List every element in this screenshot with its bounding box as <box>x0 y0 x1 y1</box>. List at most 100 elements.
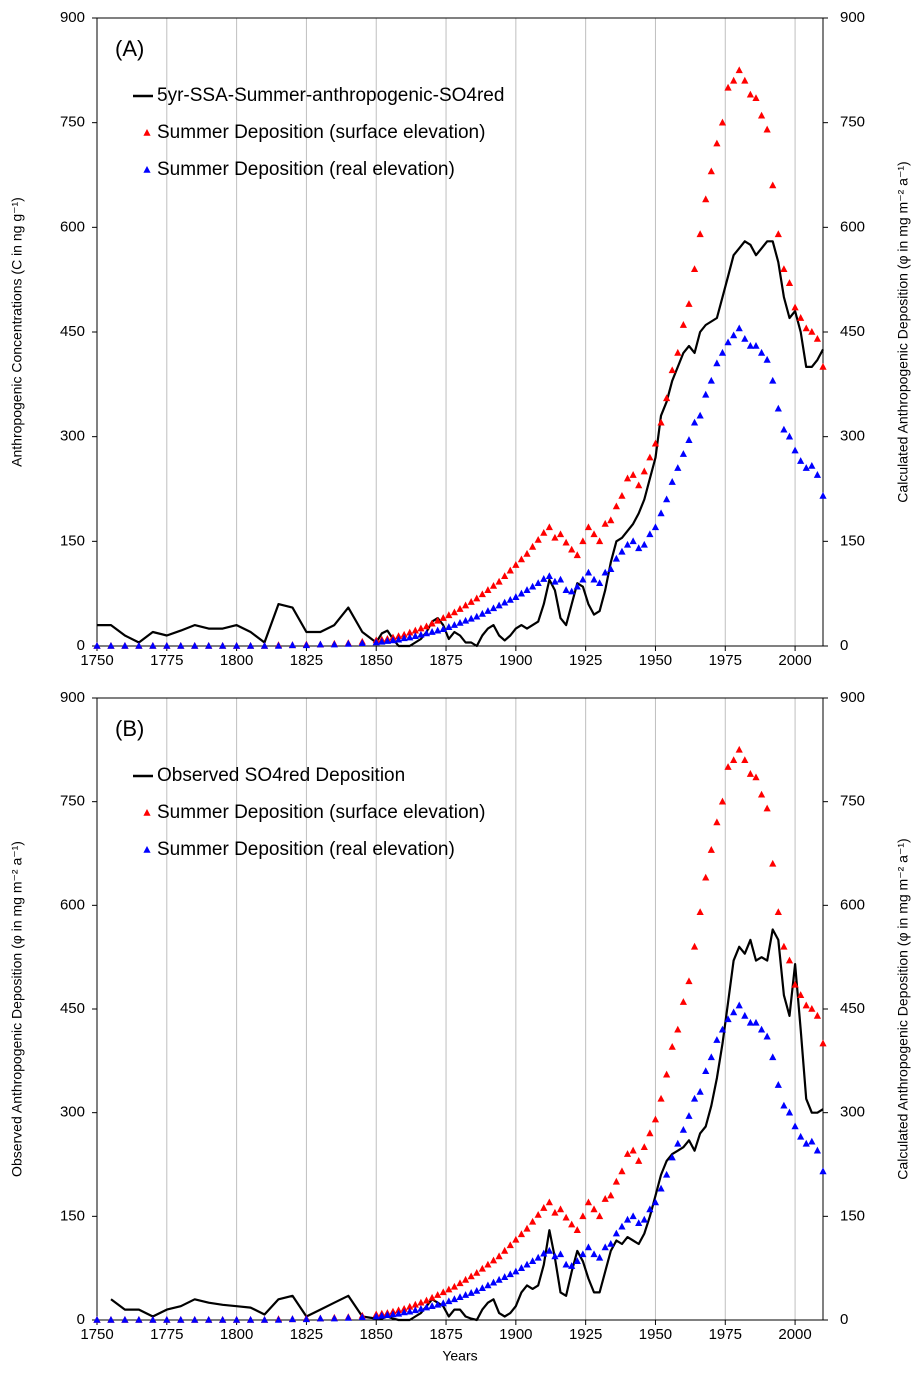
data-point <box>439 614 447 621</box>
data-point <box>495 1275 503 1283</box>
data-point <box>274 1316 283 1323</box>
data-point <box>579 537 587 545</box>
data-point <box>657 1184 665 1192</box>
data-point <box>785 432 794 440</box>
data-point <box>584 1243 593 1251</box>
data-point <box>763 355 771 363</box>
data-point <box>517 589 526 597</box>
data-point <box>808 1005 816 1012</box>
data-point <box>623 540 632 548</box>
data-point <box>635 544 643 552</box>
data-point <box>707 1053 715 1061</box>
data-point <box>512 1267 520 1275</box>
data-point <box>679 321 687 328</box>
data-point <box>523 1260 531 1268</box>
data-point <box>177 1316 185 1323</box>
data-point <box>685 436 693 443</box>
data-point <box>657 509 665 517</box>
data-point <box>774 1081 782 1088</box>
legend-label: Summer Deposition (real elevation) <box>157 159 455 180</box>
data-point <box>205 1316 213 1323</box>
data-point <box>523 1224 531 1232</box>
data-point <box>556 1205 565 1213</box>
data-point <box>191 642 199 649</box>
y2-tick-label: 600 <box>840 896 865 913</box>
data-point <box>302 641 311 649</box>
data-point <box>752 94 760 102</box>
data-point <box>696 230 704 238</box>
x-tick-label: 1775 <box>150 1326 183 1343</box>
data-point <box>512 1235 520 1243</box>
data-point <box>612 1229 620 1237</box>
data-point <box>791 446 799 454</box>
data-point <box>685 977 693 985</box>
data-point <box>456 618 464 626</box>
data-point <box>618 547 626 555</box>
data-point <box>529 1257 537 1265</box>
data-point <box>246 1316 255 1323</box>
data-point <box>545 523 553 531</box>
y-tick-label: 750 <box>60 114 85 131</box>
y-tick-label: 150 <box>60 532 85 549</box>
data-point <box>551 1208 559 1216</box>
legend-symbol <box>143 809 151 816</box>
data-point <box>713 1036 721 1043</box>
legend-symbol <box>143 129 151 136</box>
x-tick-label: 1900 <box>499 652 532 669</box>
data-point <box>819 491 827 499</box>
data-point <box>590 1250 598 1258</box>
data-point <box>690 265 699 272</box>
data-point <box>741 76 749 84</box>
data-point <box>808 328 816 335</box>
data-point <box>450 608 459 616</box>
data-point <box>746 1018 754 1026</box>
data-point <box>819 1167 827 1175</box>
data-point <box>233 1316 241 1323</box>
data-point <box>545 1198 553 1206</box>
data-point <box>741 756 749 763</box>
data-point <box>484 607 492 614</box>
data-point <box>434 616 442 624</box>
data-point <box>668 366 676 374</box>
x-tick-label: 1825 <box>290 652 323 669</box>
data-point <box>383 1311 391 1318</box>
data-point <box>590 530 598 538</box>
plot-frame <box>96 697 824 1321</box>
data-point <box>394 1306 403 1314</box>
data-line <box>110 928 824 1322</box>
data-point <box>646 453 654 461</box>
data-point <box>596 1253 604 1261</box>
x-tick-label: 1750 <box>80 1326 113 1343</box>
data-point <box>163 642 171 649</box>
data-point <box>702 195 710 203</box>
panel-label: (B) <box>115 716 144 741</box>
data-point <box>517 555 526 563</box>
y2-tick-label: 150 <box>840 1207 865 1224</box>
data-point <box>718 1025 727 1033</box>
data-point <box>579 1250 587 1258</box>
x-tick-label: 1775 <box>150 652 183 669</box>
data-point <box>434 1300 442 1308</box>
data-point <box>752 1018 760 1026</box>
data-point <box>724 1015 732 1023</box>
data-point <box>517 1230 526 1238</box>
data-point <box>495 1252 503 1260</box>
data-point <box>406 1302 414 1310</box>
data-point <box>718 348 727 356</box>
data-point <box>746 770 754 777</box>
data-point <box>439 1288 447 1296</box>
data-point <box>456 1279 464 1287</box>
data-point <box>506 595 514 603</box>
data-point <box>573 1257 581 1265</box>
data-point <box>302 1315 311 1323</box>
data-point <box>635 1157 643 1164</box>
panel-label: (A) <box>115 36 144 61</box>
y-tick-label: 600 <box>60 218 85 235</box>
data-point <box>785 956 794 964</box>
data-point <box>568 1262 576 1269</box>
data-point <box>584 1198 593 1206</box>
data-point <box>819 362 827 370</box>
y-tick-label: 900 <box>60 9 85 26</box>
data-point <box>489 581 498 589</box>
data-point <box>629 537 637 545</box>
